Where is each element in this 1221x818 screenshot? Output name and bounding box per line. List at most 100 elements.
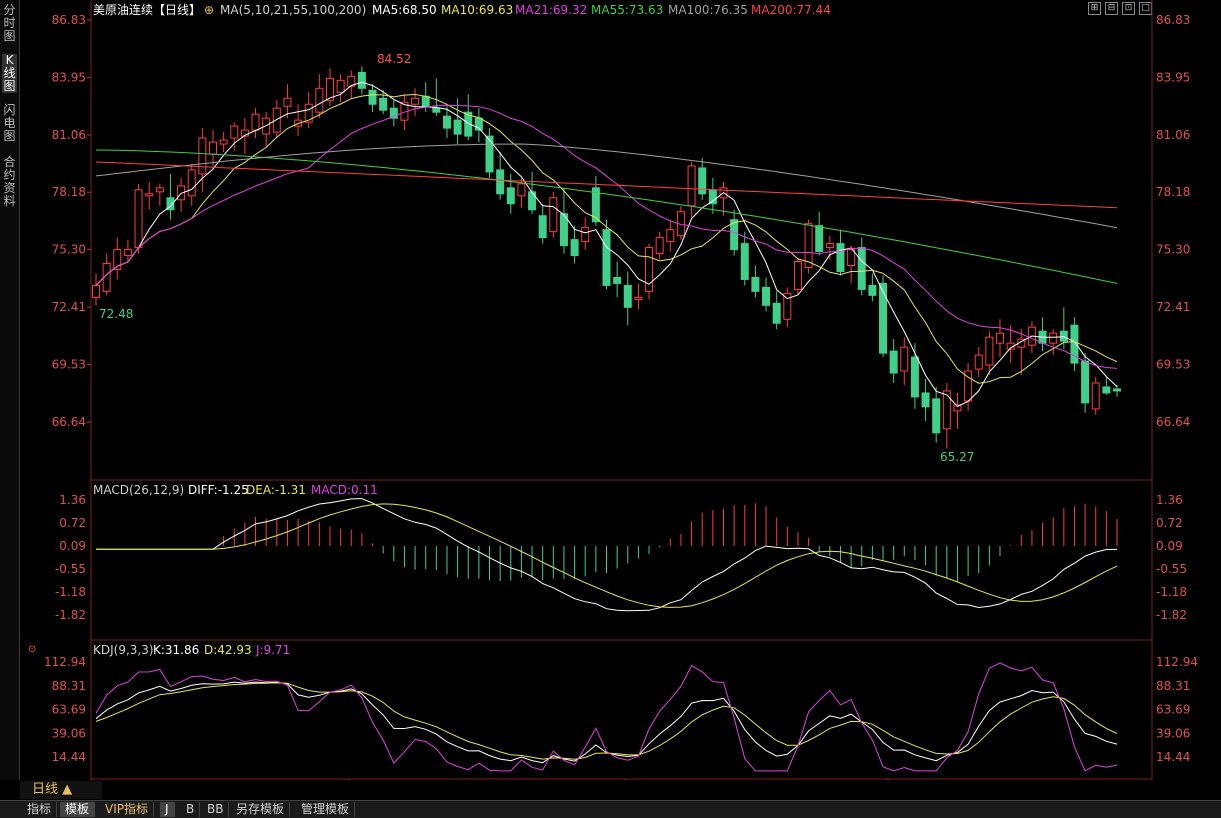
kdj-tick-right: 39.06 (1156, 726, 1190, 740)
tab-contract-info[interactable]: 合约资料 (3, 155, 16, 208)
candle-up (198, 137, 207, 175)
candle-down (698, 167, 707, 195)
candle-down (166, 197, 175, 211)
ma-value-label: MA100:76.35 (668, 3, 748, 17)
candle-up (347, 75, 356, 87)
candle-down (879, 282, 888, 354)
candle-up (900, 346, 909, 372)
ma21-line (95, 104, 1118, 369)
kdj-tick-right: 63.69 (1156, 703, 1190, 717)
candle-up (974, 354, 983, 370)
ma5-line (95, 81, 1118, 408)
price-tick-right: 81.06 (1156, 128, 1190, 142)
candle-down (442, 115, 451, 129)
candle-down (836, 243, 845, 272)
candle-up (177, 185, 186, 201)
candle-down (602, 229, 611, 286)
macd-value-label: MACD:0.11 (311, 483, 378, 497)
kdj-tick-left: 63.69 (52, 703, 86, 717)
candle-down (368, 89, 377, 105)
candle-down (389, 107, 398, 119)
candle-down (421, 95, 430, 107)
candle-down (751, 276, 760, 292)
kdj-j-label: J:9.71 (255, 643, 290, 657)
price-tick-right: 72.41 (1156, 300, 1190, 314)
bottom-toolbar: 指标 模板 VIP指标 J B BB 另存模板 管理模板 (0, 800, 1221, 818)
price-tick-right: 69.53 (1156, 357, 1190, 371)
candle-down (453, 119, 462, 135)
macd-title: MACD(26,12,9) (93, 483, 184, 497)
tab-flash-chart[interactable]: 闪电图 (3, 103, 16, 143)
manage-template-button[interactable]: 管理模板 (296, 802, 356, 817)
candle-up (825, 243, 834, 249)
settings-toggle-icon: ⊕ (204, 3, 214, 17)
candle-up (549, 197, 558, 233)
bb-button[interactable]: BB (202, 802, 230, 817)
template-tab[interactable]: 模板 (60, 802, 96, 817)
candle-down (1081, 360, 1090, 404)
candle-up (804, 223, 813, 268)
candle-down (357, 71, 366, 89)
candle-down (762, 286, 771, 306)
ma-value-label: MA21:69.32 (515, 3, 587, 17)
restore-icon[interactable]: ⊡ (1122, 2, 1135, 15)
candle-down (613, 276, 622, 284)
kline-chart[interactable]: 86.83 86.83 83.95 83.95 81.06 81.06 78.18 78.18… (20, 0, 1220, 780)
macd-tick-left: -0.55 (55, 562, 86, 576)
macd-dea-line (96, 503, 1118, 608)
ma-value-label: MA55:73.63 (591, 3, 663, 17)
candle-down (623, 284, 632, 308)
candle-down (857, 247, 866, 290)
grid-icon[interactable]: ⊟ (1105, 2, 1118, 15)
price-tick-left: 86.83 (52, 13, 86, 27)
candle-up (666, 229, 675, 243)
candle-up (155, 187, 164, 193)
j-button[interactable]: J (160, 802, 175, 817)
start-low-label: 72.48 (99, 307, 133, 321)
kdj-title: KDJ(9,3,3) (93, 643, 154, 657)
price-tick-right: 86.83 (1156, 13, 1190, 27)
ma200-line (95, 161, 1118, 209)
candle-up (145, 193, 154, 197)
kdj-settings-icon: ⊙ (28, 644, 36, 655)
candle-down (559, 213, 568, 247)
candle-down (772, 302, 781, 324)
price-tick-right: 66.64 (1156, 415, 1190, 429)
candle-up (315, 87, 324, 113)
candle-down (1113, 388, 1121, 392)
tab-timeshare[interactable]: 分时图 (3, 3, 16, 43)
candle-down (921, 392, 930, 408)
macd-tick-left: 1.36 (59, 493, 86, 507)
b-button[interactable]: B (181, 802, 201, 817)
ma-value-label: MA5:68.50 (372, 3, 437, 17)
kdj-tick-right: 112.94 (1156, 655, 1198, 669)
period-selector[interactable]: 日线 ▲ (20, 781, 102, 799)
candle-down (506, 187, 515, 205)
macd-tick-left: 0.72 (59, 516, 86, 530)
candle-up (793, 261, 802, 290)
chart-settings-icon[interactable]: ⊞ (1088, 2, 1101, 15)
candle-down (1059, 330, 1068, 342)
candle-up (251, 113, 260, 131)
kdj-tick-left: 14.44 (52, 750, 86, 764)
kdj-tick-left: 39.06 (52, 726, 86, 740)
save-template-button[interactable]: 另存模板 (231, 802, 291, 817)
macd-tick-left: 0.09 (59, 539, 86, 553)
candle-up (942, 390, 951, 430)
price-tick-left: 75.30 (52, 243, 86, 257)
instrument-title: 美原油连续【日线】 (93, 2, 201, 17)
candle-up (581, 227, 590, 243)
candle-up (783, 292, 792, 320)
indicator-tab[interactable]: 指标 (22, 802, 58, 817)
macd-tick-right: 1.36 (1156, 493, 1183, 507)
candle-up (283, 97, 292, 107)
candle-down (432, 107, 441, 113)
price-tick-left: 69.53 (52, 357, 86, 371)
candle-up (134, 189, 143, 249)
candle-up (113, 249, 122, 270)
candle-down (1102, 386, 1111, 394)
vip-indicator-tab[interactable]: VIP指标 (100, 802, 154, 817)
kdj-d-line (95, 682, 1118, 760)
